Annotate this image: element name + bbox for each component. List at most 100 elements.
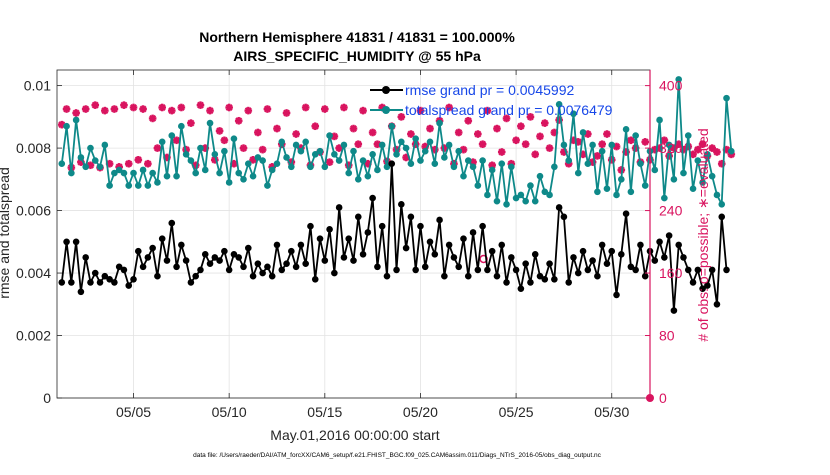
- rmse-point: [139, 263, 147, 271]
- obs-count-marker: [311, 122, 320, 131]
- totalspread-point: [402, 144, 410, 152]
- rmse-point: [436, 216, 443, 224]
- obs-count-marker: [153, 144, 162, 152]
- rmse-point: [641, 272, 649, 280]
- totalspread-point: [393, 151, 400, 158]
- totalspread-point: [584, 160, 592, 168]
- totalspread-point: [445, 141, 453, 149]
- obs-count-marker: [483, 106, 492, 115]
- rmse-point: [115, 263, 123, 271]
- left-tick-label-5: 0.01: [24, 78, 51, 94]
- totalspread-point: [613, 191, 620, 199]
- rmse-point: [211, 254, 219, 261]
- rmse-point: [259, 269, 266, 277]
- rmse-point: [201, 251, 209, 258]
- obs-count-marker: [129, 103, 138, 112]
- rmse-point: [622, 210, 630, 217]
- obs-count-marker: [359, 106, 367, 115]
- totalspread-point: [651, 166, 659, 174]
- totalspread-point: [560, 141, 568, 149]
- rmse-point: [359, 251, 367, 258]
- obs-count-marker: [545, 144, 554, 152]
- rmse-point: [517, 285, 525, 292]
- obs-count-marker: [325, 158, 334, 166]
- rmse-point: [484, 266, 491, 274]
- rmse-point: [508, 254, 515, 261]
- rmse-point: [326, 226, 333, 233]
- totalspread-point: [331, 151, 338, 158]
- obs-count-marker: [517, 122, 525, 131]
- left-tick-label-1: 0.002: [16, 328, 51, 344]
- obs-count-marker: [694, 145, 702, 154]
- obs-count-marker: [273, 124, 281, 133]
- totalspread-point: [708, 172, 716, 180]
- rmse-point: [268, 272, 276, 280]
- rmse-point: [144, 254, 152, 261]
- rmse-point: [407, 213, 415, 221]
- left-y-axis-label: rmse and totalspread: [0, 167, 12, 299]
- rmse-point: [469, 229, 477, 236]
- obs-count-marker: [354, 140, 363, 148]
- x-tick-label-2: 05/15: [307, 404, 342, 420]
- rmse-point: [546, 260, 553, 267]
- obs-count-marker: [426, 124, 434, 133]
- totalspread-point: [63, 122, 70, 130]
- totalspread-point: [321, 163, 329, 171]
- totalspread-point: [656, 116, 663, 124]
- totalspread-point: [536, 172, 544, 180]
- rmse-point: [101, 272, 109, 280]
- totalspread-point: [288, 163, 295, 171]
- right-tick-label-1: 80: [659, 328, 675, 344]
- rmse-point: [536, 272, 544, 280]
- rmse-point: [292, 263, 300, 271]
- right-tick-label-3: 240: [659, 203, 683, 219]
- rmse-point: [307, 222, 314, 230]
- rmse-point: [134, 247, 142, 255]
- obs-count-marker: [349, 124, 358, 133]
- totalspread-point: [106, 182, 113, 189]
- rmse-point: [168, 219, 176, 227]
- totalspread-point: [527, 182, 534, 189]
- rmse-series-line: [60, 163, 728, 311]
- legend: rmse grand pr = 0.0045992 totalspread gr…: [370, 82, 613, 118]
- totalspread-point: [699, 179, 706, 186]
- x-tick-label-0: 05/05: [116, 404, 151, 420]
- rmse-point: [455, 263, 463, 271]
- rmse-point: [249, 272, 257, 280]
- obs-count-marker: [62, 105, 71, 113]
- rmse-point: [173, 263, 180, 271]
- rmse-point: [206, 260, 214, 267]
- totalspread-point: [727, 147, 735, 155]
- totalspread-point: [603, 185, 611, 193]
- rmse-point: [704, 282, 711, 289]
- obs-count-marker: [550, 128, 559, 137]
- left-tick-label-4: 0.008: [16, 140, 51, 156]
- totalspread-point: [498, 160, 506, 168]
- totalspread-point: [149, 169, 156, 177]
- rmse-point: [479, 222, 486, 230]
- obs-count-marker: [603, 130, 611, 138]
- obs-count-marker: [167, 106, 176, 115]
- rmse-point: [197, 266, 204, 274]
- rmse-point: [541, 275, 549, 283]
- rmse-point: [178, 241, 185, 249]
- rmse-point: [96, 279, 104, 286]
- totalspread-point: [350, 147, 357, 155]
- totalspread-point: [359, 157, 367, 164]
- obs-count-marker: [340, 103, 348, 112]
- obs-count-marker: [292, 130, 300, 138]
- totalspread-point: [464, 157, 472, 164]
- rmse-point: [441, 272, 448, 280]
- totalspread-point: [670, 176, 678, 183]
- totalspread-point: [292, 141, 300, 149]
- obs-count-marker: [512, 136, 520, 145]
- obs-count-marker: [445, 103, 453, 112]
- obs-count-marker: [144, 159, 152, 168]
- totalspread-point: [268, 166, 276, 174]
- rmse-point: [450, 254, 458, 261]
- rmse-point: [689, 279, 697, 286]
- rmse-point: [488, 247, 496, 255]
- rmse-point: [474, 266, 482, 274]
- obs-count-marker: [234, 116, 243, 125]
- totalspread-point: [254, 154, 262, 161]
